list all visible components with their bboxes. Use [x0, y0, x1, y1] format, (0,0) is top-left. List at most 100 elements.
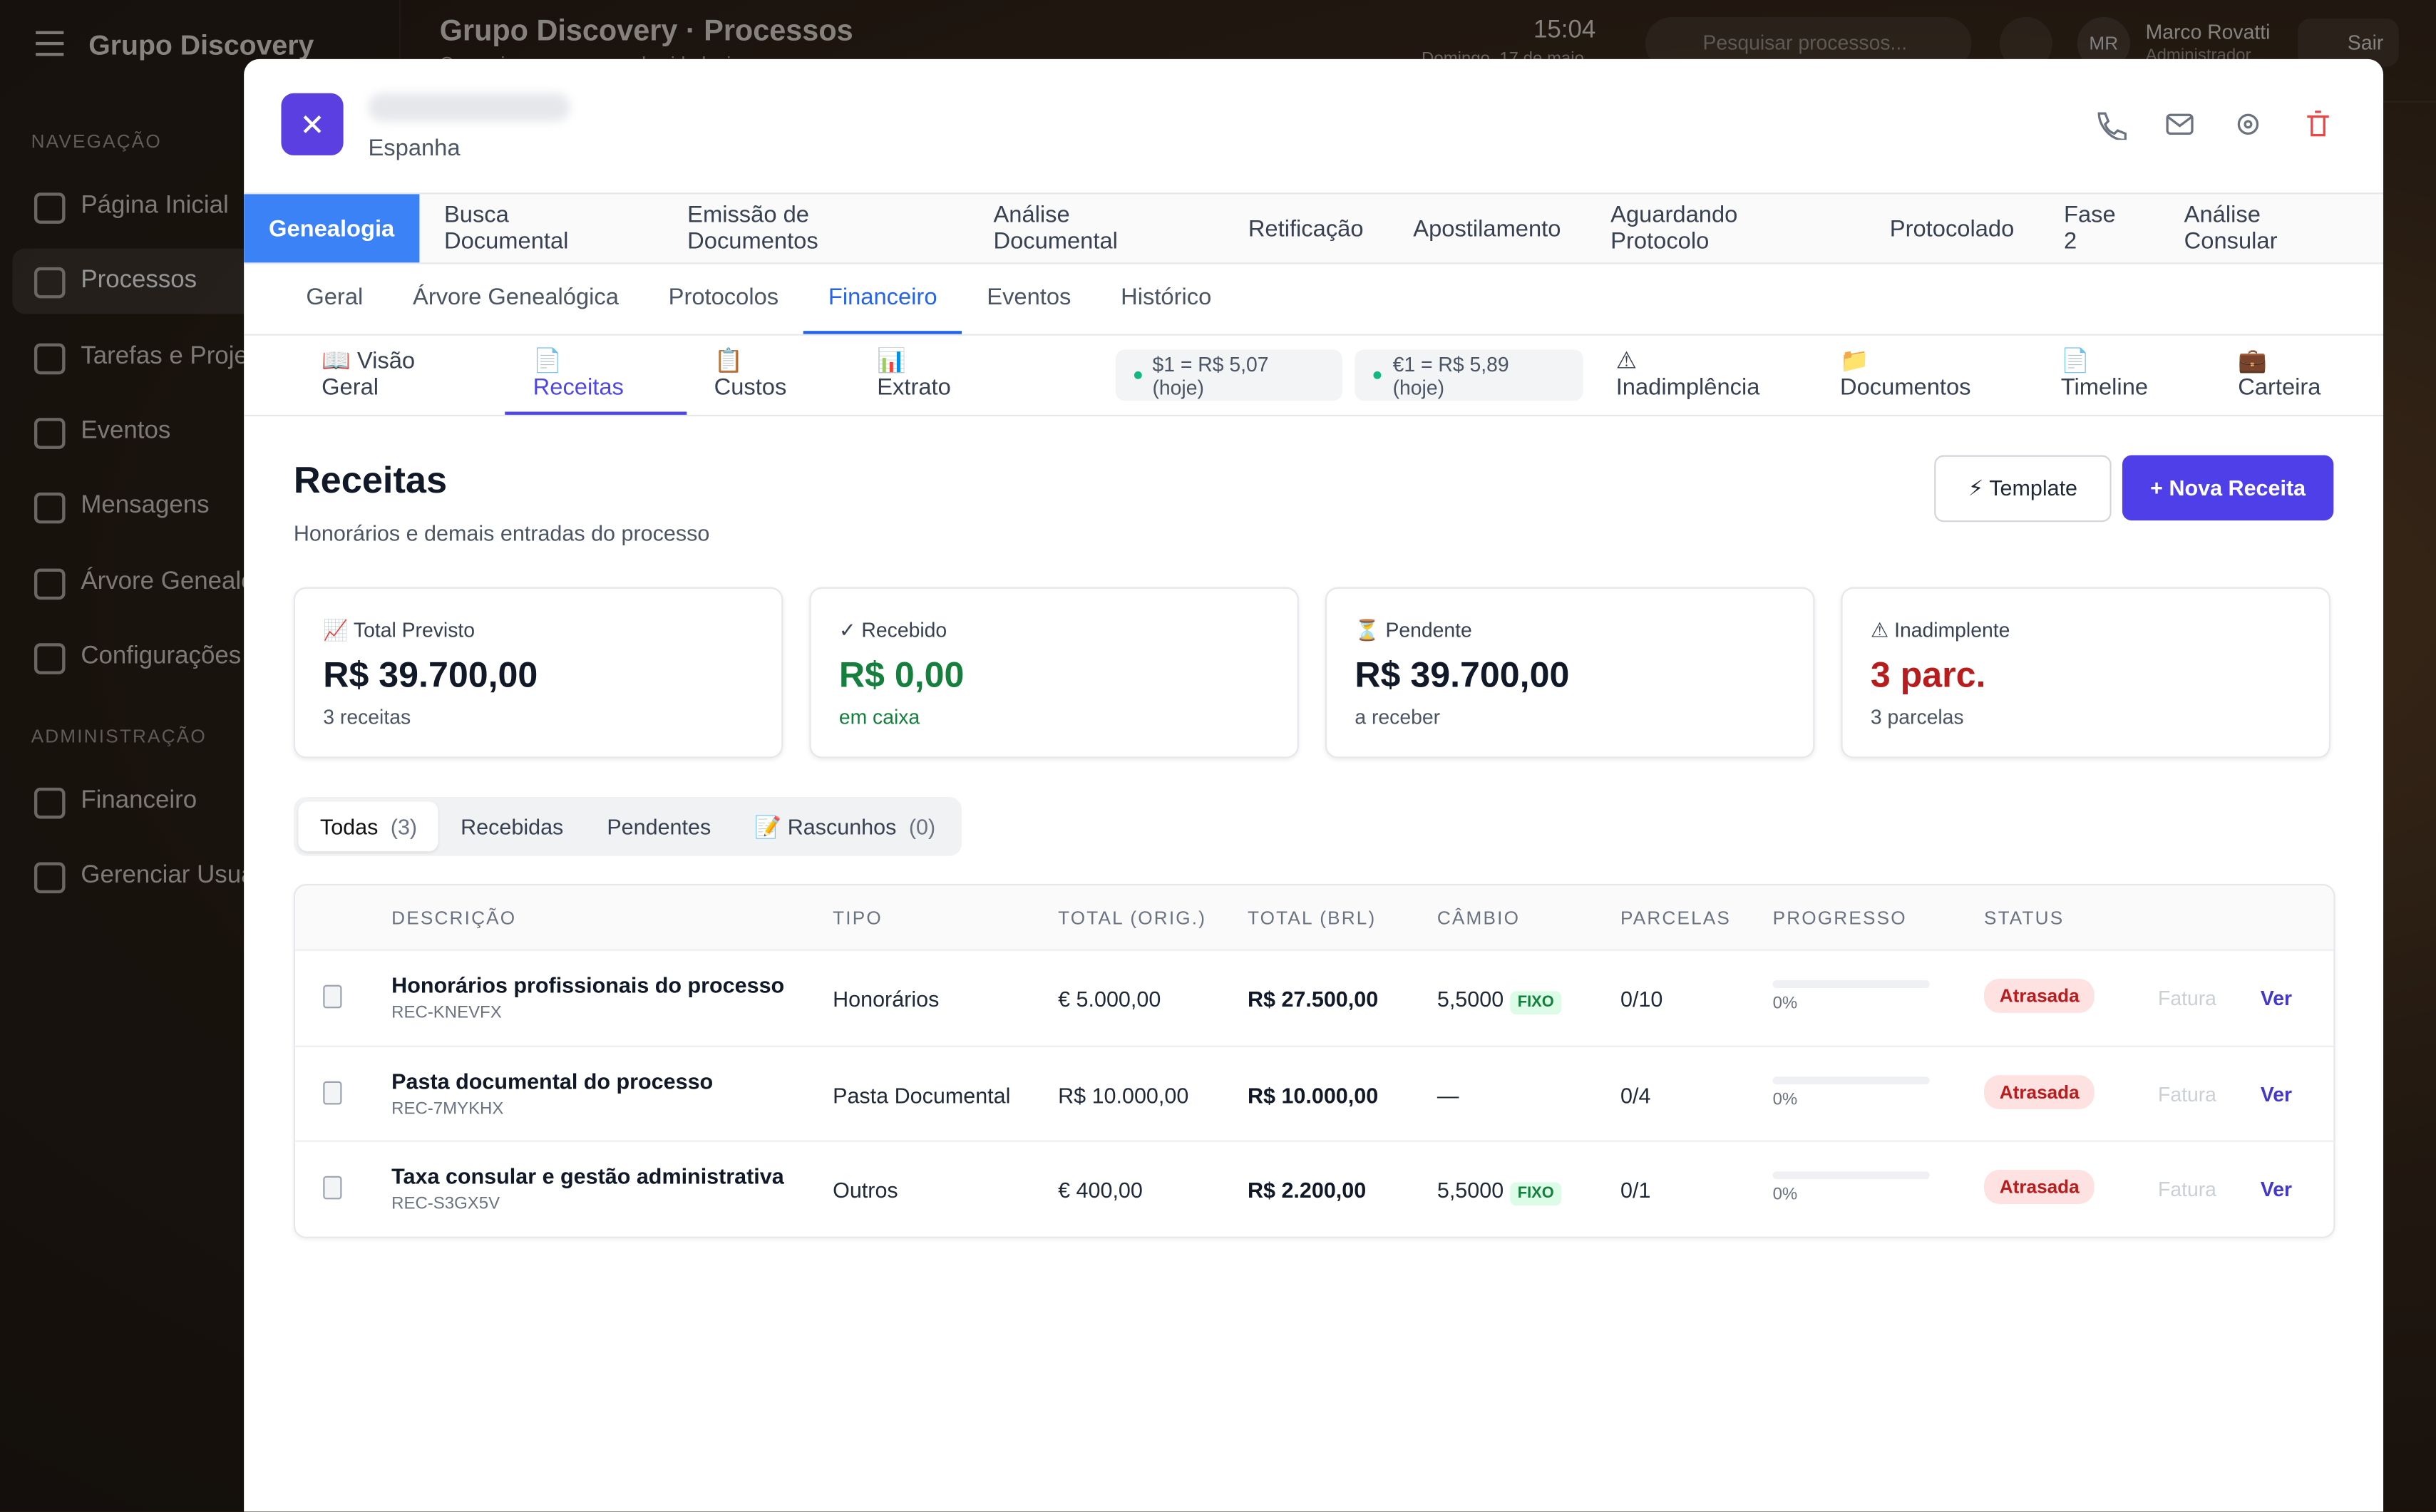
nav-item[interactable]: Configurações — [12, 624, 385, 690]
search-placeholder: Pesquisar processos... — [1702, 31, 1908, 55]
filter-label: Todas — [319, 813, 379, 839]
card-note: em caixa — [838, 705, 920, 729]
finance-tab[interactable]: 📖 Visão Geral — [322, 348, 416, 401]
admin-heading: ADMINISTRAÇÃO — [31, 725, 207, 748]
invoice-link[interactable]: Fatura — [2158, 1081, 2216, 1106]
summary-card: ✓ Recebido R$ 0,00 em caixa — [809, 587, 1299, 758]
finance-tab[interactable]: ⚠ Inadimplência — [1615, 348, 1760, 401]
filter-tab[interactable]: Pendentes — [585, 802, 733, 852]
tab[interactable]: Eventos — [987, 283, 1071, 310]
column-header: STATUS — [1983, 907, 2065, 930]
exchange-rate: $1 = R$ 5,07 (hoje) — [1115, 349, 1343, 401]
finance-tab[interactable]: 📄 Timeline — [2060, 348, 2149, 401]
finance-tab[interactable]: 📋 Custos — [714, 348, 787, 401]
finance-tab[interactable]: 📁 Documentos — [1840, 348, 1971, 401]
total-brl: R$ 27.500,00 — [1247, 986, 1379, 1012]
status-cell: Atrasada — [1983, 1074, 2095, 1109]
installments: 0/4 — [1620, 1081, 1651, 1107]
finance-tab[interactable]: 📄 Receitas — [505, 336, 687, 415]
code: REC-KNEVFX — [391, 1003, 502, 1022]
nav-item[interactable]: Financeiro — [12, 769, 385, 835]
phase-tab[interactable]: Apostilamento — [1413, 215, 1561, 242]
type: Pasta Documental — [833, 1081, 1011, 1107]
description: Taxa consular e gestão administrativa — [391, 1163, 784, 1189]
filter-tab[interactable]: 📝 Rascunhos (0) — [733, 802, 957, 852]
status-cell: Atrasada — [1983, 978, 2095, 1013]
phase-tab[interactable]: Busca Documental — [443, 202, 569, 255]
logout-button[interactable]: Sair — [2298, 19, 2400, 67]
clock: 15:04 — [1533, 16, 1596, 44]
menu-icon[interactable] — [34, 28, 66, 59]
close-button[interactable] — [281, 93, 344, 155]
rate-tag: FIXO — [1509, 1182, 1562, 1206]
filter-label: Recebidas — [461, 813, 564, 839]
card-note: a receber — [1355, 705, 1441, 729]
table-row: Honorários profissionais do processo REC-… — [295, 949, 2334, 1046]
card-value: R$ 39.700,00 — [323, 654, 538, 695]
progress-label: 0% — [1772, 1089, 1798, 1109]
tab[interactable]: Protocolos — [668, 283, 779, 310]
view-link[interactable]: Ver — [2260, 986, 2293, 1010]
filter-tab[interactable]: Todas (3) — [298, 801, 439, 852]
tab[interactable]: Histórico — [1121, 283, 1212, 310]
column-header: DESCRIÇÃO — [391, 907, 517, 930]
section-subtitle: Honorários e demais entradas do processo — [293, 520, 710, 545]
user-name: Marco Rovatti — [2145, 20, 2271, 44]
page-title: Grupo Discovery · Processos — [439, 15, 853, 48]
phase-tab[interactable]: Protocolado — [1889, 215, 2015, 242]
card-value: R$ 0,00 — [838, 654, 965, 695]
summary-card: ⏳ Pendente R$ 39.700,00 a receber — [1325, 587, 1815, 758]
total-original: € 400,00 — [1058, 1177, 1143, 1203]
progress-track — [1772, 1171, 1930, 1180]
progress-label: 0% — [1772, 1185, 1798, 1204]
filter-tab[interactable]: Recebidas — [439, 802, 585, 852]
nav-item[interactable]: Eventos — [12, 399, 385, 465]
phase-tab[interactable]: Retificação — [1248, 215, 1364, 242]
exchange-rate: €1 = R$ 5,89 (hoje) — [1355, 349, 1583, 401]
tab[interactable]: Árvore Genealógica — [413, 283, 619, 310]
table-header-bg — [295, 885, 2334, 950]
card-note: 3 parcelas — [1870, 705, 1964, 729]
spacer — [1014, 336, 1109, 415]
view-link[interactable]: Ver — [2260, 1081, 2293, 1106]
tab[interactable]: Geral — [306, 283, 364, 310]
finance-tab[interactable]: 💼 Carteira — [2238, 348, 2321, 401]
view-link[interactable]: Ver — [2260, 1177, 2293, 1201]
filter-count: (0) — [908, 813, 936, 839]
nav-item[interactable]: Página Inicial — [12, 174, 385, 240]
finance-tab[interactable]: 📊 Extrato — [877, 348, 951, 401]
invoice-link[interactable]: Fatura — [2158, 1177, 2216, 1201]
exchange-cell: — — [1437, 1082, 1459, 1107]
column-header: PARCELAS — [1620, 907, 1732, 930]
total-brl: R$ 10.000,00 — [1247, 1081, 1379, 1107]
description: Honorários profissionais do processo — [391, 972, 785, 998]
invoice-link[interactable]: Fatura — [2158, 986, 2216, 1010]
code: REC-S3GX5V — [391, 1194, 500, 1214]
brand: Grupo Discovery — [88, 29, 314, 61]
phase-tab[interactable]: Fase 2 — [2064, 202, 2116, 255]
progress-label: 0% — [1772, 994, 1798, 1013]
phase-tab[interactable]: Emissão de Documentos — [687, 202, 818, 255]
phase-tab[interactable]: Aguardando Protocolo — [1610, 202, 1738, 255]
rate: 5,5000 — [1437, 986, 1504, 1012]
phase-tab[interactable]: Análise Documental — [993, 202, 1118, 255]
card-value: 3 parc. — [1870, 654, 1986, 695]
phase-tab[interactable]: Genealogia — [244, 194, 420, 263]
type: Honorários — [833, 986, 940, 1012]
summary-card: 📈 Total Previsto R$ 39.700,00 3 receitas — [293, 587, 783, 758]
total-original: R$ 10.000,00 — [1058, 1081, 1189, 1107]
card-label: 📈 Total Previsto — [323, 618, 476, 642]
tab[interactable]: Financeiro — [803, 262, 962, 334]
nav-item[interactable]: Mensagens — [12, 474, 385, 540]
rate: 5,5000 — [1437, 1177, 1504, 1203]
header-actions[interactable] — [2093, 109, 2342, 140]
filter-count: (3) — [390, 813, 418, 839]
status-cell: Atrasada — [1983, 1170, 2095, 1204]
phase-tab[interactable]: Análise Consular — [2184, 202, 2278, 255]
column-header: TOTAL (BRL) — [1247, 907, 1377, 930]
rate-tag: FIXO — [1509, 991, 1562, 1015]
template-button[interactable]: ⚡ Template — [1934, 455, 2112, 523]
status-badge: Atrasada — [1983, 1074, 2095, 1109]
new-revenue-button[interactable]: + Nova Receita — [2122, 455, 2334, 521]
exchange-cell: 5,5000 FIXO — [1437, 986, 1562, 1015]
